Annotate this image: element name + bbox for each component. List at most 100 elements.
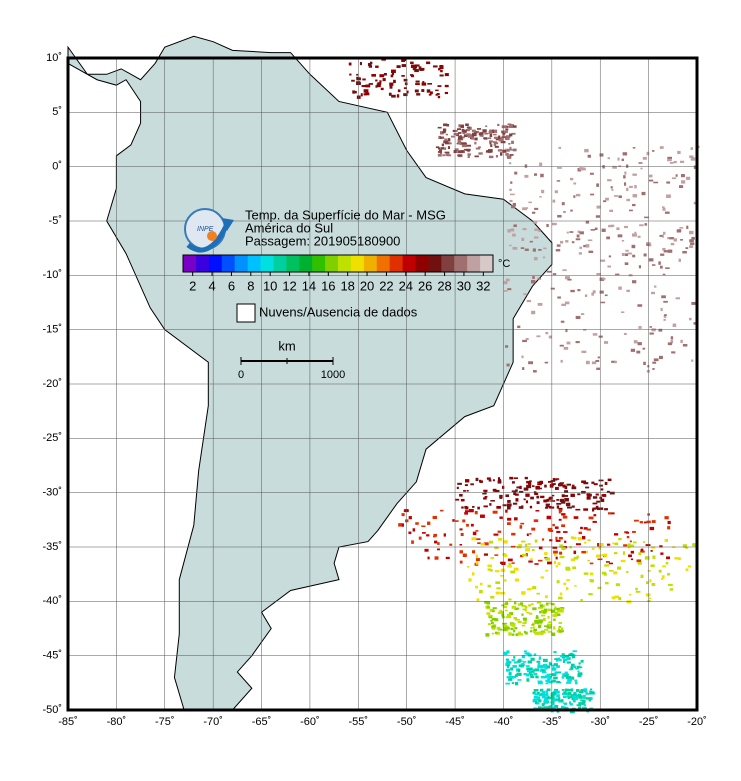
sst-speck: [427, 556, 430, 560]
sst-speck: [537, 664, 543, 669]
sst-speck: [649, 579, 652, 583]
sst-speck: [401, 523, 404, 527]
colorbar-segment: [480, 255, 494, 272]
sst-speck: [612, 542, 616, 545]
sst-speck: [476, 598, 480, 602]
sst-speck: [476, 538, 481, 541]
sst-speck: [524, 620, 527, 624]
scale-label: 0: [238, 369, 244, 381]
sst-speck: [608, 570, 614, 572]
sst-speck: [379, 74, 385, 78]
sst-speck: [588, 516, 594, 520]
sst-speck: [538, 699, 542, 703]
sst-speck: [463, 148, 466, 151]
sst-speck: [466, 144, 472, 147]
sst-speck: [486, 612, 491, 615]
sst-speck: [488, 137, 492, 140]
sst-speck: [564, 540, 567, 543]
sst-speck: [621, 239, 625, 242]
sst-speck: [551, 494, 555, 497]
sst-speck: [667, 156, 672, 159]
sst-speck: [490, 144, 493, 148]
sst-speck: [628, 554, 632, 558]
sst-speck: [575, 193, 581, 197]
sst-speck: [507, 148, 510, 152]
sst-speck: [592, 290, 596, 294]
sst-speck: [447, 146, 451, 150]
sst-speck: [528, 560, 533, 563]
sst-speck: [644, 223, 648, 226]
colorbar-segment: [183, 255, 197, 272]
sst-speck: [348, 62, 352, 66]
sst-speck: [508, 142, 511, 145]
sst-speck: [501, 136, 507, 138]
sst-speck: [545, 604, 549, 606]
sst-speck: [534, 668, 540, 672]
sst-speck: [550, 609, 556, 613]
sst-speck: [536, 592, 541, 595]
sst-speck: [497, 611, 503, 614]
sst-speck: [626, 535, 630, 539]
sst-speck: [508, 632, 512, 636]
sst-speck: [401, 75, 405, 77]
sst-speck: [480, 543, 485, 546]
sst-speck: [518, 672, 522, 676]
sst-speck: [673, 160, 677, 164]
sst-speck: [460, 124, 465, 128]
sst-speck: [505, 626, 510, 630]
sst-speck: [642, 541, 646, 543]
colorbar-segment: [260, 255, 274, 272]
sst-speck: [547, 615, 550, 619]
sst-speck: [669, 162, 674, 164]
sst-speck: [638, 265, 642, 269]
sst-speck: [600, 488, 604, 491]
sst-speck: [534, 621, 539, 624]
sst-speck: [607, 478, 612, 482]
sst-speck: [566, 656, 571, 661]
sst-speck: [558, 700, 563, 703]
sst-speck: [403, 78, 408, 82]
sst-speck: [551, 706, 556, 710]
sst-speck: [689, 245, 694, 249]
sst-speck: [560, 555, 565, 559]
sst-speck: [513, 656, 516, 659]
sst-speck: [356, 76, 360, 79]
sst-speck: [537, 277, 541, 280]
sst-speck: [573, 182, 577, 185]
sst-speck: [375, 85, 378, 88]
sst-speck: [548, 680, 553, 684]
sst-speck: [494, 489, 500, 492]
sst-speck: [533, 630, 536, 634]
sst-speck: [625, 531, 630, 534]
sst-speck: [601, 228, 606, 232]
sst-speck: [560, 655, 566, 658]
colorbar-tick-label: 24: [399, 278, 413, 293]
sst-speck: [627, 543, 631, 547]
sst-speck: [511, 125, 517, 128]
sst-speck: [465, 148, 471, 152]
sst-speck: [667, 572, 670, 576]
sst-speck: [403, 87, 407, 89]
sst-speck: [552, 614, 558, 617]
sst-speck: [640, 167, 643, 170]
colorbar-segment: [402, 255, 416, 272]
sst-speck: [492, 627, 496, 630]
sst-speck: [545, 503, 550, 506]
sst-speck: [638, 162, 643, 164]
sst-speck: [439, 131, 444, 135]
sst-speck: [525, 493, 530, 497]
sst-speck: [505, 658, 509, 661]
sst-speck: [596, 273, 601, 276]
sst-speck: [562, 695, 567, 699]
sst-speck: [440, 147, 444, 150]
sst-speck: [541, 631, 546, 634]
sst-speck: [675, 174, 678, 177]
title-line: Temp. da Superfície do Mar - MSG: [245, 207, 446, 222]
sst-speck: [578, 531, 582, 535]
sst-speck: [558, 536, 563, 540]
sst-speck: [462, 553, 467, 558]
sst-speck: [580, 526, 583, 530]
sst-speck: [567, 278, 572, 281]
logo: INPE: [184, 208, 234, 253]
sst-speck: [504, 553, 507, 558]
